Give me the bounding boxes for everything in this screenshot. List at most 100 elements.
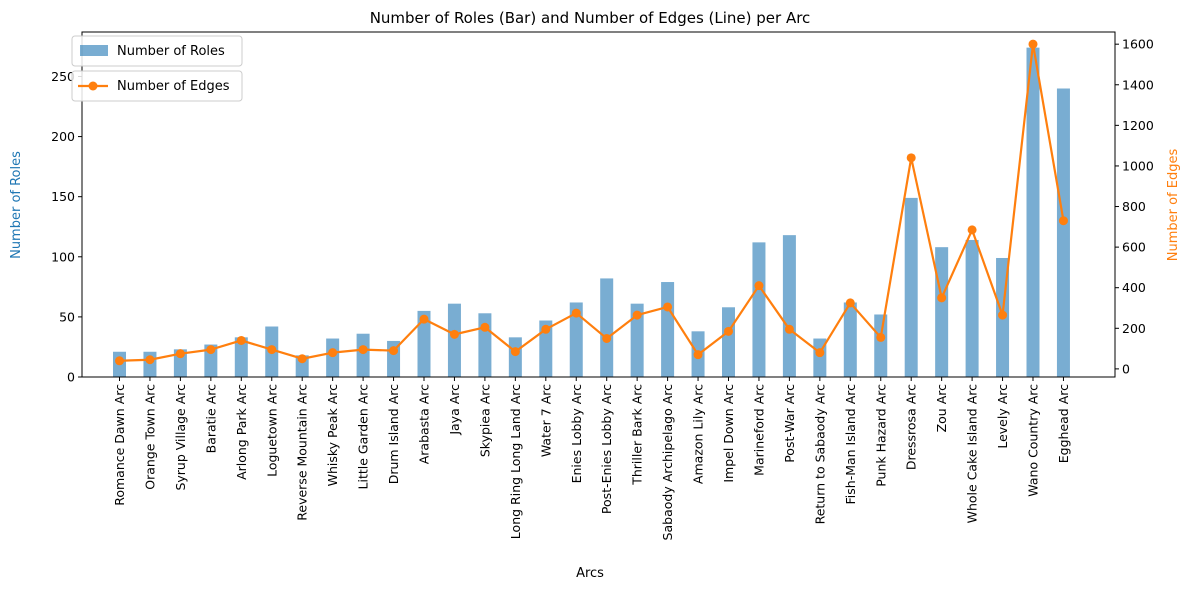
edges-line-group xyxy=(115,39,1068,366)
right-tick-label-7: 1400 xyxy=(1122,77,1154,92)
left-tick-label-2: 100 xyxy=(51,249,75,264)
bar-17 xyxy=(630,303,644,377)
edges-point-26 xyxy=(906,153,916,163)
bar-21 xyxy=(752,242,766,377)
bars-group xyxy=(113,47,1070,377)
left-tick-label-5: 250 xyxy=(51,69,75,84)
bar-25 xyxy=(874,314,888,377)
right-tick-label-1: 200 xyxy=(1122,321,1146,336)
right-y-axis: 0 200 400 600 800 1000 1200 1400 1600 xyxy=(1115,37,1154,376)
bar-15 xyxy=(569,302,583,377)
x-tick-label-16: Post-Enies Lobby Arc xyxy=(599,384,614,514)
edges-point-25 xyxy=(876,332,886,342)
x-tick-label-22: Post-War Arc xyxy=(782,384,797,463)
right-tick-label-6: 1200 xyxy=(1122,118,1154,133)
edges-point-8 xyxy=(358,345,368,355)
edges-point-27 xyxy=(937,293,947,303)
x-axis-title: Arcs xyxy=(576,566,604,581)
edges-point-13 xyxy=(510,347,520,357)
x-tick-label-27: Zou Arc xyxy=(934,384,949,433)
edges-point-22 xyxy=(784,324,794,334)
x-tick-label-14: Water 7 Arc xyxy=(538,384,553,457)
x-tick-label-31: Egghead Arc xyxy=(1056,384,1071,463)
x-tick-label-1: Orange Town Arc xyxy=(142,384,157,490)
chart-title: Number of Roles (Bar) and Number of Edge… xyxy=(370,9,811,27)
x-tick-label-2: Syrup Village Arc xyxy=(173,384,188,491)
legend-edges-box xyxy=(71,70,243,102)
edges-point-5 xyxy=(267,345,277,355)
edges-point-28 xyxy=(967,225,977,235)
edges-point-19 xyxy=(693,350,703,360)
edges-point-10 xyxy=(419,314,429,324)
x-tick-label-28: Whole Cake Island Arc xyxy=(965,384,980,523)
x-tick-label-15: Enies Lobby Arc xyxy=(569,384,584,484)
edges-point-29 xyxy=(998,310,1008,320)
x-tick-label-25: Punk Hazard Arc xyxy=(873,384,888,487)
left-tick-label-0: 0 xyxy=(67,370,75,385)
x-tick-label-13: Long Ring Long Land Arc xyxy=(508,384,523,539)
x-tick-label-19: Amazon Lily Arc xyxy=(691,384,706,484)
edges-point-20 xyxy=(724,326,733,336)
bar-14 xyxy=(539,320,553,377)
bar-16 xyxy=(600,278,614,377)
left-tick-label-3: 150 xyxy=(51,189,75,204)
x-tick-label-4: Arlong Park Arc xyxy=(234,384,249,480)
x-tick-label-7: Whisky Peak Arc xyxy=(325,384,340,487)
legend-roles-swatch xyxy=(80,45,108,56)
x-tick-label-21: Marineford Arc xyxy=(751,384,766,476)
bar-26 xyxy=(904,197,918,377)
left-y-axis: 0 50 100 150 200 250 xyxy=(51,69,82,385)
x-tick-label-29: Levely Arc xyxy=(995,384,1010,449)
edges-point-15 xyxy=(571,308,581,318)
left-axis-title: Number of Roles xyxy=(9,151,24,259)
x-tick-label-26: Dressrosa Arc xyxy=(904,384,919,470)
bar-4 xyxy=(234,337,248,377)
x-tick-label-9: Drum Island Arc xyxy=(386,384,401,484)
legend-roles-label: Number of Roles xyxy=(117,44,225,59)
bar-7 xyxy=(326,338,340,377)
left-tick-label-4: 200 xyxy=(51,129,75,144)
edges-point-4 xyxy=(236,335,246,345)
bar-20 xyxy=(722,307,735,377)
edges-point-31 xyxy=(1058,216,1068,226)
edges-point-14 xyxy=(541,324,551,334)
edges-point-24 xyxy=(845,298,855,308)
bar-24 xyxy=(843,302,857,377)
x-tick-label-18: Sabaody Archipelago Arc xyxy=(660,384,675,541)
legend-roles-box xyxy=(71,35,243,67)
edges-point-2 xyxy=(175,349,185,359)
x-tick-label-20: Impel Down Arc xyxy=(721,384,736,483)
legend-edges: Number of Edges xyxy=(71,70,243,102)
x-tick-label-24: Fish-Man Island Arc xyxy=(843,384,858,505)
x-tick-label-30: Wano Country Arc xyxy=(1026,384,1041,497)
edges-point-3 xyxy=(206,345,216,355)
left-tick-label-1: 50 xyxy=(59,309,75,324)
edges-line xyxy=(119,43,1065,362)
bar-22 xyxy=(782,235,796,377)
x-tick-label-6: Reverse Mountain Arc xyxy=(295,384,310,521)
edges-point-23 xyxy=(815,348,825,358)
x-tick-label-12: Skypiea Arc xyxy=(477,384,492,457)
edges-point-0 xyxy=(115,356,124,366)
x-tick-label-5: Loguetown Arc xyxy=(264,384,279,477)
edges-point-11 xyxy=(449,329,459,339)
right-axis-title: Number of Edges xyxy=(1166,149,1181,262)
bar-30 xyxy=(1026,47,1040,377)
plot-frame xyxy=(81,31,1116,378)
x-tick-label-17: Thriller Bark Arc xyxy=(630,384,645,486)
edges-point-9 xyxy=(389,346,399,356)
right-tick-label-3: 600 xyxy=(1122,240,1146,255)
bar-8 xyxy=(356,333,370,377)
bar-18 xyxy=(661,282,675,377)
x-tick-label-8: Little Garden Arc xyxy=(356,384,371,490)
x-tick-label-23: Return to Sabaody Arc xyxy=(812,384,827,525)
edges-point-18 xyxy=(663,302,673,312)
legend-edges-label: Number of Edges xyxy=(117,79,230,94)
edges-point-30 xyxy=(1028,39,1038,49)
right-tick-label-4: 800 xyxy=(1122,199,1146,214)
x-tick-label-0: Romance Dawn Arc xyxy=(112,384,127,506)
legend-roles: Number of Roles xyxy=(71,35,243,67)
bar-13 xyxy=(508,337,522,377)
right-tick-label-2: 400 xyxy=(1122,280,1146,295)
